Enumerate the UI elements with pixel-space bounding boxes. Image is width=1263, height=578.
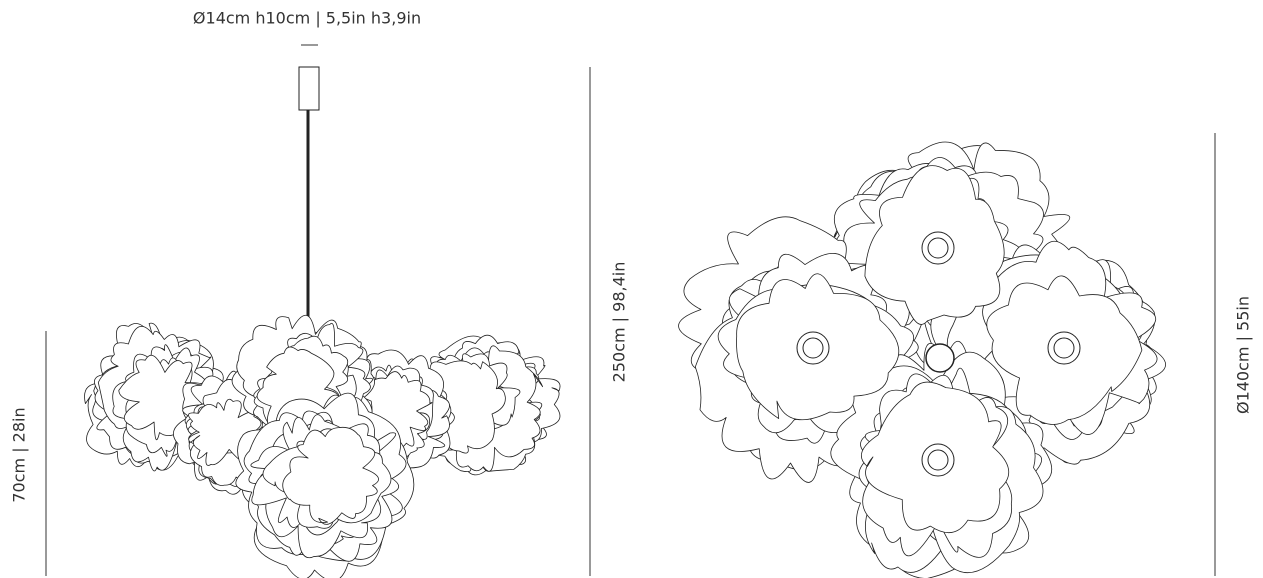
petal (282, 426, 379, 525)
canopy (298, 66, 320, 111)
total-height-label: 250cm | 98,4in (610, 262, 629, 383)
socket-inner (1053, 337, 1075, 359)
socket-inner (927, 449, 949, 471)
socket-inner (802, 337, 824, 359)
canopy-dimension: Ø14cm h10cm | 5,5in h3,9in (193, 9, 421, 28)
top-view (678, 141, 1166, 578)
center-hub (925, 343, 955, 373)
socket-inner (927, 237, 949, 259)
shade-height-label: 70cm | 28in (10, 407, 29, 502)
front-view (84, 314, 561, 578)
diameter-label: Ø140cm | 55in (1234, 296, 1253, 414)
